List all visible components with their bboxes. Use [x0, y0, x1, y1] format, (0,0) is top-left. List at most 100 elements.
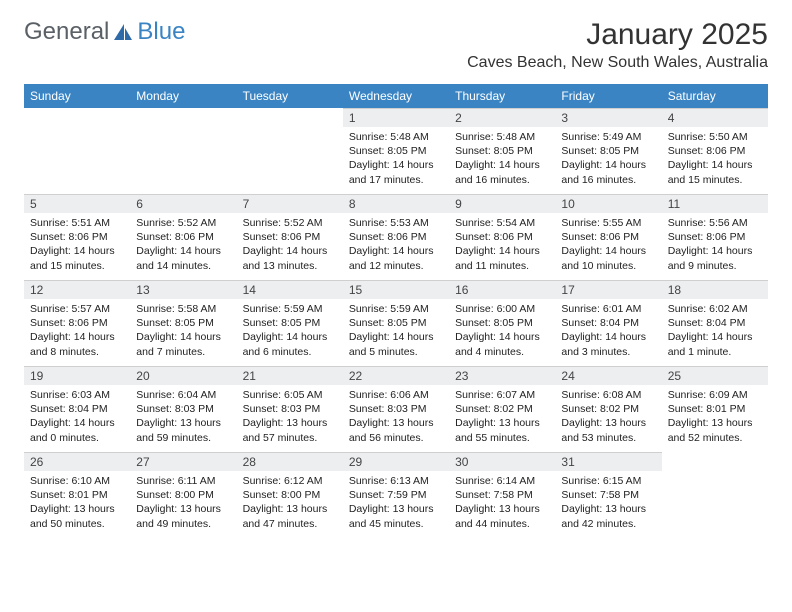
sunrise-value: 5:50 AM [709, 131, 748, 143]
sunrise-label: Sunrise: [243, 475, 284, 487]
sunset-label: Sunset: [30, 231, 69, 243]
sunset-value: 8:03 PM [175, 403, 214, 415]
day-number: 1 [343, 109, 449, 127]
day-details: Sunrise: 5:52 AMSunset: 8:06 PMDaylight:… [237, 213, 343, 279]
day-cell: 5Sunrise: 5:51 AMSunset: 8:06 PMDaylight… [24, 194, 130, 280]
sunset-label: Sunset: [243, 489, 282, 501]
sunset-value: 8:05 PM [387, 317, 426, 329]
sunrise-value: 6:09 AM [709, 389, 748, 401]
day-cell: 21Sunrise: 6:05 AMSunset: 8:03 PMDayligh… [237, 366, 343, 452]
day-details: Sunrise: 6:02 AMSunset: 8:04 PMDaylight:… [662, 299, 768, 365]
sunrise-value: 6:14 AM [497, 475, 536, 487]
sunset-value: 7:58 PM [600, 489, 639, 501]
daylight-label: Daylight: [136, 331, 180, 343]
sunset-label: Sunset: [455, 489, 494, 501]
day-cell: 14Sunrise: 5:59 AMSunset: 8:05 PMDayligh… [237, 280, 343, 366]
day-number: 4 [662, 109, 768, 127]
day-cell-inner: 5Sunrise: 5:51 AMSunset: 8:06 PMDaylight… [24, 194, 130, 280]
day-cell-inner: 16Sunrise: 6:00 AMSunset: 8:05 PMDayligh… [449, 280, 555, 366]
day-cell-inner: 13Sunrise: 5:58 AMSunset: 8:05 PMDayligh… [130, 280, 236, 366]
daylight-label: Daylight: [30, 503, 74, 515]
sunrise-value: 6:07 AM [497, 389, 536, 401]
week-row: 12Sunrise: 5:57 AMSunset: 8:06 PMDayligh… [24, 280, 768, 366]
sunrise-value: 5:51 AM [71, 217, 110, 229]
day-cell-inner: 23Sunrise: 6:07 AMSunset: 8:02 PMDayligh… [449, 366, 555, 452]
sunrise-label: Sunrise: [30, 475, 71, 487]
calendar-body: 1Sunrise: 5:48 AMSunset: 8:05 PMDaylight… [24, 108, 768, 538]
day-number: 28 [237, 453, 343, 471]
day-details: Sunrise: 6:15 AMSunset: 7:58 PMDaylight:… [555, 471, 661, 537]
day-cell: 11Sunrise: 5:56 AMSunset: 8:06 PMDayligh… [662, 194, 768, 280]
day-details: Sunrise: 5:48 AMSunset: 8:05 PMDaylight:… [449, 127, 555, 193]
daylight-label: Daylight: [349, 417, 393, 429]
day-cell-inner: 19Sunrise: 6:03 AMSunset: 8:04 PMDayligh… [24, 366, 130, 452]
day-number: 23 [449, 367, 555, 385]
sunrise-label: Sunrise: [349, 303, 390, 315]
sunrise-value: 6:00 AM [497, 303, 536, 315]
day-details: Sunrise: 6:13 AMSunset: 7:59 PMDaylight:… [343, 471, 449, 537]
day-number: 5 [24, 195, 130, 213]
day-details: Sunrise: 6:14 AMSunset: 7:58 PMDaylight:… [449, 471, 555, 537]
day-details: Sunrise: 5:55 AMSunset: 8:06 PMDaylight:… [555, 213, 661, 279]
day-details: Sunrise: 5:51 AMSunset: 8:06 PMDaylight:… [24, 213, 130, 279]
day-details: Sunrise: 6:11 AMSunset: 8:00 PMDaylight:… [130, 471, 236, 537]
day-number: 24 [555, 367, 661, 385]
day-number: 19 [24, 367, 130, 385]
day-cell [24, 108, 130, 194]
daylight-label: Daylight: [243, 331, 287, 343]
daylight-label: Daylight: [136, 503, 180, 515]
sunset-label: Sunset: [30, 403, 69, 415]
sunrise-label: Sunrise: [349, 131, 390, 143]
sunrise-label: Sunrise: [136, 389, 177, 401]
sunrise-label: Sunrise: [136, 217, 177, 229]
sunrise-value: 5:59 AM [284, 303, 323, 315]
day-cell: 13Sunrise: 5:58 AMSunset: 8:05 PMDayligh… [130, 280, 236, 366]
day-cell-inner: 8Sunrise: 5:53 AMSunset: 8:06 PMDaylight… [343, 194, 449, 280]
day-number: 10 [555, 195, 661, 213]
sunrise-label: Sunrise: [455, 131, 496, 143]
sunset-value: 8:05 PM [494, 145, 533, 157]
sunrise-label: Sunrise: [561, 131, 602, 143]
day-cell-inner: 28Sunrise: 6:12 AMSunset: 8:00 PMDayligh… [237, 452, 343, 538]
sunrise-value: 6:15 AM [603, 475, 642, 487]
sunrise-label: Sunrise: [668, 217, 709, 229]
day-cell: 17Sunrise: 6:01 AMSunset: 8:04 PMDayligh… [555, 280, 661, 366]
sunrise-value: 5:56 AM [709, 217, 748, 229]
sunrise-label: Sunrise: [455, 217, 496, 229]
sunrise-label: Sunrise: [455, 475, 496, 487]
day-details: Sunrise: 6:08 AMSunset: 8:02 PMDaylight:… [555, 385, 661, 451]
day-cell: 28Sunrise: 6:12 AMSunset: 8:00 PMDayligh… [237, 452, 343, 538]
day-details: Sunrise: 5:50 AMSunset: 8:06 PMDaylight:… [662, 127, 768, 193]
day-details: Sunrise: 5:53 AMSunset: 8:06 PMDaylight:… [343, 213, 449, 279]
day-cell [237, 108, 343, 194]
day-number: 16 [449, 281, 555, 299]
sunrise-value: 5:54 AM [497, 217, 536, 229]
day-number: 8 [343, 195, 449, 213]
daylight-label: Daylight: [455, 417, 499, 429]
sunrise-label: Sunrise: [668, 131, 709, 143]
day-cell-inner: 3Sunrise: 5:49 AMSunset: 8:05 PMDaylight… [555, 108, 661, 194]
sunset-value: 8:00 PM [175, 489, 214, 501]
day-details: Sunrise: 6:09 AMSunset: 8:01 PMDaylight:… [662, 385, 768, 451]
sunrise-value: 5:58 AM [178, 303, 217, 315]
dow-friday: Friday [555, 84, 661, 108]
sunrise-label: Sunrise: [243, 303, 284, 315]
sunset-value: 7:59 PM [387, 489, 426, 501]
day-cell: 10Sunrise: 5:55 AMSunset: 8:06 PMDayligh… [555, 194, 661, 280]
sunrise-value: 5:55 AM [603, 217, 642, 229]
day-details: Sunrise: 5:58 AMSunset: 8:05 PMDaylight:… [130, 299, 236, 365]
sunrise-label: Sunrise: [349, 389, 390, 401]
day-cell-inner: 18Sunrise: 6:02 AMSunset: 8:04 PMDayligh… [662, 280, 768, 366]
sunset-value: 8:06 PM [706, 231, 745, 243]
daylight-label: Daylight: [561, 159, 605, 171]
sunrise-value: 5:53 AM [390, 217, 429, 229]
day-number: 20 [130, 367, 236, 385]
day-details: Sunrise: 5:48 AMSunset: 8:05 PMDaylight:… [343, 127, 449, 193]
sunrise-label: Sunrise: [30, 389, 71, 401]
sunset-label: Sunset: [561, 403, 600, 415]
sunset-label: Sunset: [349, 231, 388, 243]
daylight-label: Daylight: [455, 159, 499, 171]
sunrise-label: Sunrise: [349, 475, 390, 487]
sunrise-label: Sunrise: [561, 475, 602, 487]
day-details: Sunrise: 5:49 AMSunset: 8:05 PMDaylight:… [555, 127, 661, 193]
